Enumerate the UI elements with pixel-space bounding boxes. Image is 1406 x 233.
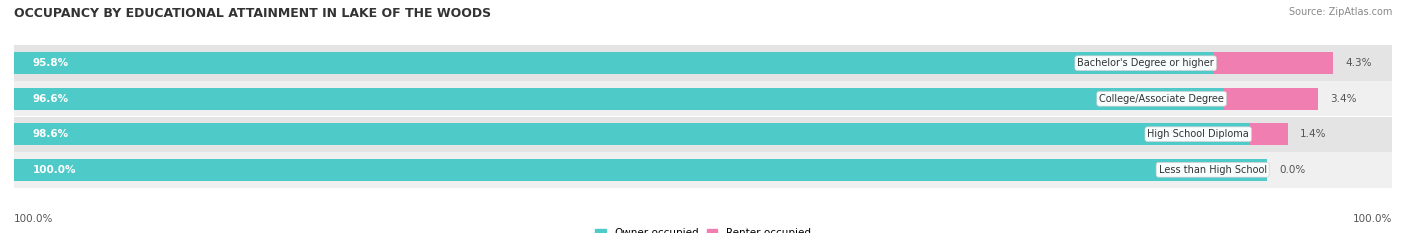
Text: 4.3%: 4.3% [1346, 58, 1372, 68]
Text: 100.0%: 100.0% [32, 165, 76, 175]
Text: College/Associate Degree: College/Associate Degree [1099, 94, 1225, 104]
Text: Source: ZipAtlas.com: Source: ZipAtlas.com [1288, 7, 1392, 17]
Bar [1213, 52, 1333, 74]
Text: 3.4%: 3.4% [1330, 94, 1357, 104]
Text: Bachelor's Degree or higher: Bachelor's Degree or higher [1077, 58, 1213, 68]
Bar [14, 45, 1392, 81]
Text: 0.0%: 0.0% [1279, 165, 1305, 175]
Bar [14, 52, 1213, 74]
Bar [1249, 123, 1288, 145]
Legend: Owner-occupied, Renter-occupied: Owner-occupied, Renter-occupied [591, 224, 815, 233]
Text: 100.0%: 100.0% [14, 214, 53, 224]
Text: OCCUPANCY BY EDUCATIONAL ATTAINMENT IN LAKE OF THE WOODS: OCCUPANCY BY EDUCATIONAL ATTAINMENT IN L… [14, 7, 491, 20]
Text: 98.6%: 98.6% [32, 129, 69, 139]
Text: 1.4%: 1.4% [1301, 129, 1327, 139]
Text: High School Diploma: High School Diploma [1147, 129, 1249, 139]
Bar [14, 116, 1392, 152]
Bar [14, 81, 1392, 116]
Bar [14, 88, 1225, 110]
Text: Less than High School: Less than High School [1159, 165, 1267, 175]
Text: 100.0%: 100.0% [1353, 214, 1392, 224]
Bar [14, 159, 1267, 181]
Text: 96.6%: 96.6% [32, 94, 69, 104]
Bar [1225, 88, 1317, 110]
Text: 95.8%: 95.8% [32, 58, 69, 68]
Bar [14, 152, 1392, 188]
Bar [14, 123, 1249, 145]
